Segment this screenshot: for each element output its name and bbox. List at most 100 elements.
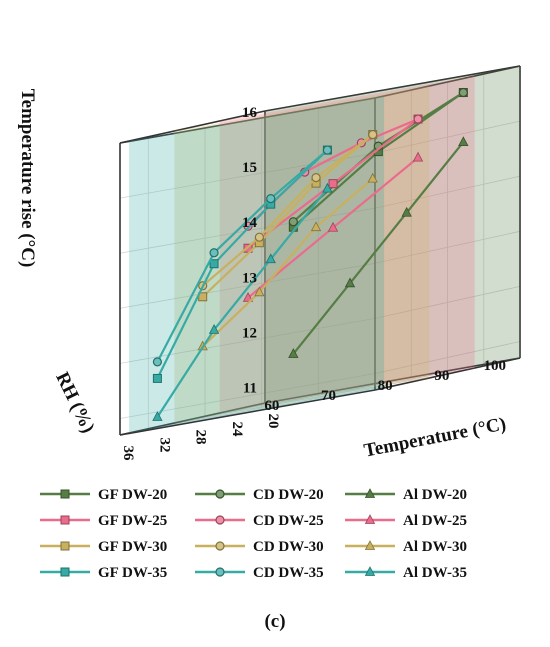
data-point-triangle <box>254 286 265 297</box>
legend-label: GF DW-25 <box>98 513 167 529</box>
series-line-al-dw-20 <box>292 141 465 355</box>
legend-item: GF DW-25 <box>40 513 167 529</box>
data-point-square <box>152 373 162 383</box>
data-point-circle <box>322 145 332 155</box>
axis-box-edge <box>119 97 376 144</box>
legend-label: CD DW-20 <box>253 487 324 503</box>
x-tick-label: 24 <box>229 422 245 438</box>
legend-item: CD DW-30 <box>195 539 324 555</box>
y-axis-label: RH (%) <box>51 369 98 437</box>
data-point-triangle <box>367 172 378 183</box>
data-point-circle <box>243 221 253 231</box>
x-tick-label: 28 <box>193 430 209 445</box>
x-tick-label: 32 <box>156 438 172 453</box>
data-point-circle <box>458 87 468 98</box>
data-point-circle <box>254 232 264 242</box>
series-line-cd-dw-35 <box>156 149 329 363</box>
axis-box-edge <box>374 65 521 99</box>
y-tick-label: 70 <box>321 388 336 404</box>
data-point-triangle <box>208 323 220 334</box>
x-tick-label: 36 <box>120 446 136 462</box>
legend-label: Al DW-30 <box>403 539 467 555</box>
axis-box-edge <box>374 357 521 391</box>
temperature-plane-25 <box>219 76 475 413</box>
legend-label: Al DW-35 <box>403 565 467 581</box>
y-tick-label: 100 <box>484 358 507 374</box>
data-point-circle <box>311 173 321 183</box>
data-point-circle <box>413 114 423 124</box>
data-point-circle <box>368 129 378 140</box>
z-tick-label: 13 <box>242 270 257 286</box>
series-layer <box>152 87 469 421</box>
legend-label: CD DW-25 <box>253 513 324 529</box>
data-point-square <box>328 179 338 189</box>
legend: GF DW-20 CD DW-20 Al DW-20 GF DW-25 CD DW-25… <box>40 487 467 581</box>
legend-label: CD DW-30 <box>253 539 324 555</box>
axis-box-edge <box>119 402 266 436</box>
legend-marker-triangle <box>364 566 376 576</box>
data-point-triangle <box>242 291 254 302</box>
data-point-triangle <box>344 277 356 288</box>
data-point-circle <box>266 194 276 204</box>
temperature-planes <box>129 66 520 433</box>
z-tick-label: 15 <box>242 160 257 176</box>
legend-label: GF DW-35 <box>98 565 167 581</box>
x-axis-label: Temperature (°C) <box>362 414 508 462</box>
y-tick-label: 80 <box>378 378 393 394</box>
legend-marker-circle <box>215 489 225 499</box>
series-line-gf-dw-35 <box>156 149 329 379</box>
data-point-circle <box>288 217 298 227</box>
data-point-triangle <box>152 411 163 421</box>
data-point-triangle <box>288 348 299 358</box>
axis-box-edge <box>119 110 266 144</box>
data-point-triangle <box>265 253 276 264</box>
x-tick-label: 20 <box>265 414 281 429</box>
data-point-circle <box>209 248 219 258</box>
legend-marker-square <box>60 489 70 499</box>
legend-item: GF DW-30 <box>40 539 167 555</box>
y-tick-label: 60 <box>264 398 279 414</box>
legend-item: GF DW-20 <box>40 487 167 503</box>
tick-labels: 11 12 13 14 15 16 60 70 80 90 100 20 24 28 32 36 <box>120 105 506 461</box>
legend-marker-circle <box>215 567 225 577</box>
z-axis-label: Temperature rise (°C) <box>17 89 38 268</box>
data-point-triangle <box>327 221 339 232</box>
data-point-triangle <box>412 151 424 162</box>
legend-marker-triangle <box>364 540 376 550</box>
legend-item: CD DW-25 <box>195 513 324 529</box>
legend-item: Al DW-25 <box>345 513 467 529</box>
z-tick-label: 12 <box>242 325 257 341</box>
legend-marker-square <box>60 541 70 551</box>
data-point-triangle <box>322 182 333 193</box>
legend-item: Al DW-30 <box>345 539 467 555</box>
series-line-cd-dw-30 <box>201 133 374 287</box>
data-point-square <box>209 259 219 269</box>
z-tick-label: 11 <box>243 380 257 396</box>
z-tick-label: 14 <box>242 215 258 231</box>
legend-item: Al DW-20 <box>345 487 467 503</box>
figure-caption: (c) <box>264 611 285 632</box>
data-point-circle <box>152 357 162 367</box>
legend-marker-square <box>60 515 70 525</box>
legend-item: GF DW-35 <box>40 565 167 581</box>
legend-marker-square <box>60 567 70 577</box>
legend-label: GF DW-30 <box>98 539 167 555</box>
data-point-triangle <box>401 206 412 217</box>
legend-label: GF DW-20 <box>98 487 167 503</box>
legend-marker-circle <box>215 515 225 525</box>
legend-item: CD DW-20 <box>195 487 324 503</box>
y-tick-label: 90 <box>434 368 449 384</box>
legend-item: CD DW-35 <box>195 565 324 581</box>
axis-box-edge <box>264 357 521 404</box>
legend-label: Al DW-25 <box>403 513 467 529</box>
series-line-al-dw-30 <box>201 177 374 348</box>
legend-label: CD DW-35 <box>253 565 324 581</box>
data-point-triangle <box>458 136 469 147</box>
z-tick-label: 16 <box>242 105 258 121</box>
axes-box <box>119 65 521 436</box>
axis-box-edge <box>264 65 521 112</box>
legend-item: Al DW-35 <box>345 565 467 581</box>
legend-marker-triangle <box>364 514 376 524</box>
legend-marker-triangle <box>364 488 376 498</box>
